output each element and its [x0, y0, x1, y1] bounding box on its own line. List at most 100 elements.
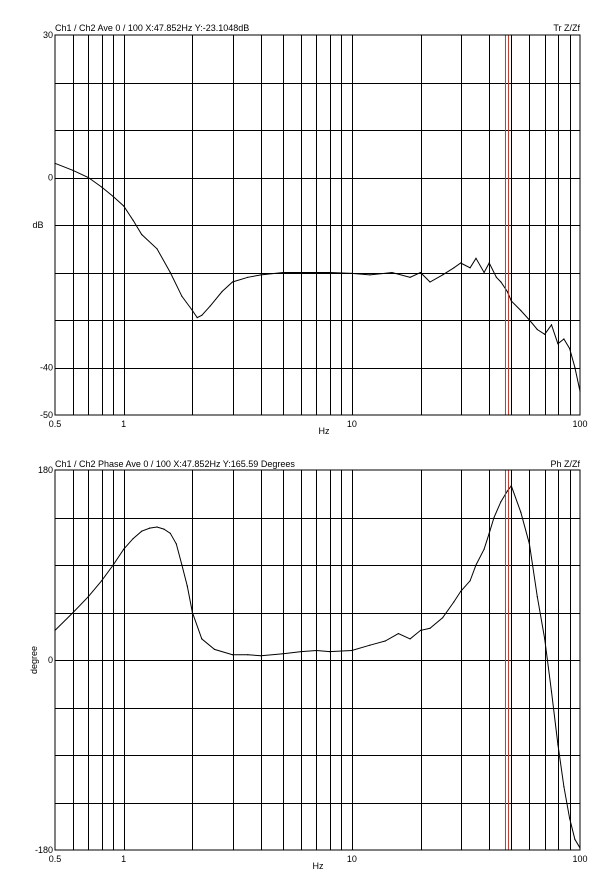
data-point: [500, 281, 502, 283]
data-point: [329, 271, 331, 274]
data-point: [397, 633, 399, 635]
data-point: [156, 526, 158, 528]
x-tick-label: 1: [121, 854, 126, 864]
magnitude-plot-frame: [54, 34, 581, 416]
data-point: [101, 186, 103, 188]
data-point: [149, 527, 151, 529]
data-point: [520, 511, 522, 513]
data-point: [493, 516, 495, 519]
data-point: [453, 267, 455, 269]
data-point: [409, 276, 411, 278]
phase-chart: Ch1 / Ch2 Phase Ave 0 / 100 X:47.852Hz Y…: [29, 459, 588, 871]
y-tick-label: 30: [43, 30, 53, 40]
data-point: [141, 530, 143, 532]
data-point: [495, 276, 497, 278]
data-point: [528, 319, 531, 321]
data-point: [510, 485, 512, 487]
data-point: [213, 648, 216, 651]
data-point: [483, 271, 485, 274]
data-point: [563, 786, 565, 788]
magnitude-x-axis-label: Hz: [319, 426, 330, 436]
data-point: [201, 638, 203, 640]
data-point: [156, 248, 158, 250]
series-line: [54, 162, 581, 392]
data-point: [488, 262, 490, 264]
data-point: [72, 169, 74, 171]
y-tick-label: 180: [38, 465, 53, 475]
data-point: [329, 651, 331, 653]
x-tick-label: 0.5: [49, 419, 62, 429]
data-point: [557, 743, 559, 746]
data-point: [112, 564, 114, 566]
data-point: [247, 654, 249, 656]
magnitude-chart: Ch1 / Ch2 Ave 0 / 100 X:47.852Hz Y:-23.1…: [32, 23, 587, 436]
phase-grid: [55, 470, 580, 850]
data-point: [442, 274, 444, 276]
data-point: [419, 629, 422, 632]
data-point: [488, 532, 490, 534]
data-point: [391, 271, 393, 274]
data-point: [123, 548, 125, 550]
data-point: [574, 838, 576, 841]
data-point: [460, 262, 462, 264]
data-point: [141, 233, 143, 236]
data-point: [475, 257, 477, 259]
phase-header-right: Ph Z/Zf: [550, 459, 580, 469]
data-point: [196, 317, 198, 319]
data-point: [536, 328, 538, 331]
data-point: [469, 580, 471, 582]
phase-x-axis-label: Hz: [313, 861, 324, 871]
x-tick-label: 100: [572, 854, 587, 864]
x-tick-label: 10: [347, 419, 357, 429]
data-point: [87, 176, 89, 179]
data-point: [221, 290, 223, 293]
data-point: [557, 343, 559, 345]
phase-header-left: Ch1 / Ch2 Phase Ave 0 / 100 X:47.852Hz Y…: [55, 459, 295, 469]
magnitude-grid: [55, 35, 580, 415]
y-tick-label: -50: [40, 410, 53, 420]
data-point: [231, 654, 234, 656]
magnitude-tick-labels: 0.5 1 10 100 30 0 -40 -50: [40, 30, 588, 429]
data-point: [536, 596, 538, 598]
data-point: [351, 649, 353, 652]
data-point: [72, 611, 74, 614]
data-point: [569, 817, 571, 819]
data-point: [550, 324, 553, 326]
data-point: [247, 276, 249, 278]
data-point: [112, 195, 114, 198]
data-point: [369, 274, 371, 276]
data-point: [163, 528, 165, 530]
y-tick-label: -180: [35, 845, 53, 855]
data-point: [209, 305, 211, 307]
data-point: [260, 655, 262, 657]
x-tick-label: 0.5: [49, 854, 62, 864]
data-point: [442, 617, 444, 619]
x-tick-label: 10: [347, 854, 357, 864]
data-point: [506, 490, 508, 492]
data-point: [201, 314, 203, 316]
data-point: [169, 532, 171, 534]
magnitude-header-left: Ch1 / Ch2 Ave 0 / 100 X:47.852Hz Y:-23.1…: [55, 23, 249, 33]
data-point: [260, 274, 262, 276]
data-point: [132, 538, 134, 540]
data-point: [550, 691, 553, 693]
magnitude-header-right: Tr Z/Zf: [553, 23, 580, 33]
phase-plot-frame: [54, 469, 581, 851]
data-point: [510, 300, 512, 302]
data-point: [544, 638, 546, 640]
y-tick-label: -40: [40, 363, 53, 373]
data-point: [574, 366, 576, 369]
data-point: [87, 596, 89, 598]
data-point: [231, 281, 234, 283]
data-point: [369, 644, 371, 646]
data-point: [101, 580, 103, 582]
data-point: [409, 638, 411, 640]
data-point: [528, 543, 531, 545]
data-point: [453, 601, 455, 603]
x-tick-label: 1: [121, 419, 126, 429]
data-point: [429, 281, 431, 283]
data-point: [191, 309, 193, 312]
data-point: [181, 564, 183, 566]
x-tick-label: 100: [572, 419, 587, 429]
